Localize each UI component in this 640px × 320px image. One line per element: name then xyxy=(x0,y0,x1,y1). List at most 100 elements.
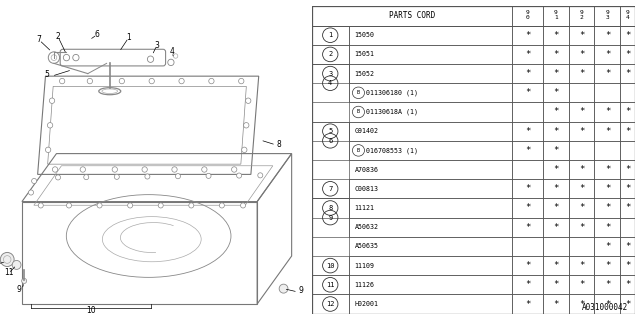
Text: *: * xyxy=(579,280,584,289)
Circle shape xyxy=(189,203,194,208)
Text: *: * xyxy=(553,165,558,174)
Text: *: * xyxy=(579,31,584,40)
Text: 15050: 15050 xyxy=(355,32,374,38)
Text: 9: 9 xyxy=(298,286,303,295)
Circle shape xyxy=(97,203,102,208)
Circle shape xyxy=(232,167,237,172)
Circle shape xyxy=(209,78,214,84)
Circle shape xyxy=(241,203,246,208)
Text: *: * xyxy=(605,69,610,78)
Text: *: * xyxy=(625,242,630,251)
Circle shape xyxy=(49,98,54,103)
Text: 011306180 (1): 011306180 (1) xyxy=(366,90,418,96)
Text: *: * xyxy=(625,50,630,59)
Circle shape xyxy=(0,252,14,267)
Circle shape xyxy=(84,175,89,180)
Text: 016708553 (1): 016708553 (1) xyxy=(366,147,418,154)
Text: 3: 3 xyxy=(154,41,159,50)
Text: *: * xyxy=(553,280,558,289)
Text: 9
4: 9 4 xyxy=(626,10,630,20)
Text: *: * xyxy=(605,261,610,270)
Text: *: * xyxy=(625,300,630,308)
Text: 5: 5 xyxy=(45,70,49,79)
Circle shape xyxy=(145,174,150,179)
Text: *: * xyxy=(579,184,584,193)
Text: *: * xyxy=(625,280,630,289)
Circle shape xyxy=(45,147,51,153)
Text: *: * xyxy=(553,50,558,59)
Circle shape xyxy=(279,284,288,293)
Text: *: * xyxy=(625,108,630,116)
Text: *: * xyxy=(525,300,530,308)
Text: *: * xyxy=(553,146,558,155)
Circle shape xyxy=(179,78,184,84)
Text: *: * xyxy=(605,108,610,116)
Text: *: * xyxy=(553,108,558,116)
Text: C00813: C00813 xyxy=(355,186,379,192)
Text: 11: 11 xyxy=(4,268,13,277)
Text: *: * xyxy=(579,261,584,270)
Text: B: B xyxy=(357,109,360,115)
Circle shape xyxy=(80,167,86,172)
Circle shape xyxy=(67,203,72,208)
Text: 10: 10 xyxy=(326,263,335,268)
Text: 1: 1 xyxy=(328,32,332,38)
Text: 2: 2 xyxy=(328,52,332,57)
Circle shape xyxy=(206,173,211,179)
Circle shape xyxy=(115,174,119,180)
Text: *: * xyxy=(553,69,558,78)
Text: *: * xyxy=(605,165,610,174)
Circle shape xyxy=(38,203,44,208)
Text: *: * xyxy=(605,242,610,251)
Text: 4: 4 xyxy=(170,47,175,56)
Text: *: * xyxy=(579,127,584,136)
Text: *: * xyxy=(625,165,630,174)
Text: *: * xyxy=(553,261,558,270)
Text: 10: 10 xyxy=(86,306,96,315)
Text: A031000042: A031000042 xyxy=(582,303,628,312)
Text: *: * xyxy=(579,108,584,116)
Text: *: * xyxy=(579,204,584,212)
Text: 11121: 11121 xyxy=(355,205,374,211)
Text: 9
0: 9 0 xyxy=(525,10,529,20)
Text: 9
2: 9 2 xyxy=(580,10,584,20)
Circle shape xyxy=(220,203,225,208)
Text: *: * xyxy=(579,165,584,174)
Text: *: * xyxy=(525,204,530,212)
Circle shape xyxy=(87,78,93,84)
Text: *: * xyxy=(553,184,558,193)
Text: 4: 4 xyxy=(328,80,332,86)
Text: 15051: 15051 xyxy=(355,52,374,57)
Text: H02001: H02001 xyxy=(355,301,379,307)
Text: *: * xyxy=(525,184,530,193)
Text: 01130618A (1): 01130618A (1) xyxy=(366,109,418,115)
Text: *: * xyxy=(605,204,610,212)
Circle shape xyxy=(202,167,207,172)
Text: *: * xyxy=(579,50,584,59)
Text: *: * xyxy=(525,69,530,78)
Circle shape xyxy=(31,179,36,184)
Text: *: * xyxy=(553,223,558,232)
Text: 7: 7 xyxy=(36,36,42,44)
Text: *: * xyxy=(625,204,630,212)
Circle shape xyxy=(246,98,251,103)
Text: *: * xyxy=(625,261,630,270)
Text: *: * xyxy=(579,69,584,78)
Text: 11: 11 xyxy=(326,282,335,288)
Text: *: * xyxy=(605,223,610,232)
Text: *: * xyxy=(525,88,530,97)
Text: *: * xyxy=(553,31,558,40)
Text: *: * xyxy=(525,50,530,59)
Text: *: * xyxy=(553,204,558,212)
Text: *: * xyxy=(579,300,584,308)
Text: *: * xyxy=(625,184,630,193)
Text: 9: 9 xyxy=(17,285,21,294)
Text: *: * xyxy=(605,31,610,40)
Text: 3: 3 xyxy=(328,71,332,76)
Text: *: * xyxy=(625,127,630,136)
Circle shape xyxy=(244,123,249,128)
Text: *: * xyxy=(553,127,558,136)
Circle shape xyxy=(22,278,27,284)
Circle shape xyxy=(142,167,147,172)
Circle shape xyxy=(158,203,163,208)
